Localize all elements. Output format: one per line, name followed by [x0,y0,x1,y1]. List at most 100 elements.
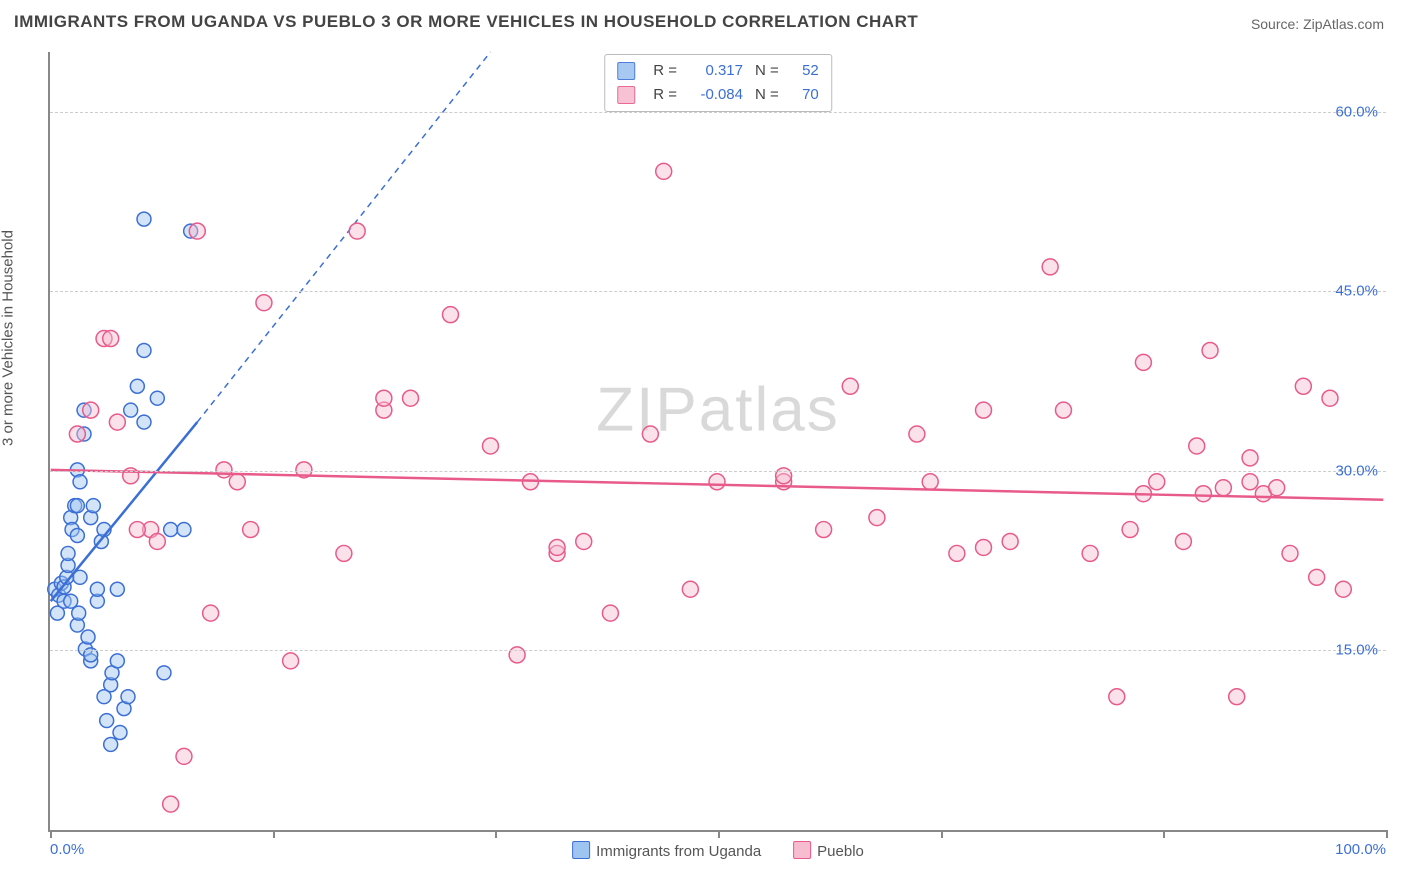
x-tick [1163,830,1165,838]
data-point-pueblo [509,647,525,663]
x-tick-label: 0.0% [50,841,84,858]
data-point-pueblo [682,581,698,597]
stats-n-label: N = [755,83,779,107]
data-point-pueblo [1295,378,1311,394]
data-point-pueblo [642,426,658,442]
data-point-uganda [137,343,151,357]
data-point-pueblo [336,545,352,561]
chart-svg [50,52,1386,830]
data-point-pueblo [1309,569,1325,585]
data-point-pueblo [869,510,885,526]
data-point-pueblo [1269,480,1285,496]
data-point-pueblo [243,522,259,538]
legend-item-pueblo: Pueblo [793,841,864,860]
data-point-pueblo [256,295,272,311]
stats-n-label: N = [755,59,779,83]
data-point-pueblo [283,653,299,669]
data-point-pueblo [1055,402,1071,418]
y-tick-label: 30.0% [1335,462,1378,479]
legend-item-uganda: Immigrants from Uganda [572,841,761,860]
y-tick-label: 60.0% [1335,103,1378,120]
legend-label-pueblo: Pueblo [817,843,864,860]
trend-line-dashed-uganda [197,52,490,422]
data-point-pueblo [103,331,119,347]
data-point-pueblo [203,605,219,621]
legend-bottom: Immigrants from Uganda Pueblo [572,841,864,860]
data-point-uganda [164,523,178,537]
data-point-pueblo [176,748,192,764]
y-tick-label: 15.0% [1335,642,1378,659]
data-point-uganda [61,546,75,560]
data-point-uganda [137,212,151,226]
data-point-uganda [110,582,124,596]
x-tick [941,830,943,838]
stats-row-pueblo: R =-0.084N =70 [617,83,819,107]
swatch-pueblo-icon [617,86,635,104]
data-point-pueblo [443,307,459,323]
data-point-pueblo [1335,581,1351,597]
x-tick [718,830,720,838]
legend-label-uganda: Immigrants from Uganda [596,843,761,860]
data-point-uganda [70,529,84,543]
data-point-pueblo [922,474,938,490]
data-point-pueblo [1109,689,1125,705]
x-tick-label: 100.0% [1335,841,1386,858]
y-axis-label: 3 or more Vehicles in Household [0,230,17,446]
data-point-uganda [150,391,164,405]
gridline [50,112,1386,113]
correlation-stats-box: R =0.317N =52R =-0.084N =70 [604,54,832,112]
x-tick [495,830,497,838]
data-point-pueblo [1195,486,1211,502]
x-tick [50,830,52,838]
data-point-pueblo [1189,438,1205,454]
data-point-pueblo [109,414,125,430]
data-point-uganda [100,714,114,728]
swatch-uganda-icon [617,62,635,80]
data-point-uganda [137,415,151,429]
gridline [50,471,1386,472]
stats-n-value-uganda: 52 [791,59,819,83]
data-point-pueblo [1042,259,1058,275]
data-point-pueblo [909,426,925,442]
data-point-uganda [110,654,124,668]
chart-source: Source: ZipAtlas.com [1251,16,1384,32]
data-point-pueblo [1215,480,1231,496]
data-point-pueblo [1122,522,1138,538]
data-point-pueblo [1135,354,1151,370]
data-point-uganda [157,666,171,680]
legend-swatch-pueblo-icon [793,841,811,859]
data-point-pueblo [1322,390,1338,406]
data-point-pueblo [602,605,618,621]
data-point-uganda [72,606,86,620]
data-point-pueblo [1242,474,1258,490]
data-point-pueblo [709,474,725,490]
data-point-pueblo [842,378,858,394]
data-point-pueblo [816,522,832,538]
data-point-pueblo [229,474,245,490]
data-point-pueblo [403,390,419,406]
legend-swatch-uganda-icon [572,841,590,859]
data-point-pueblo [949,545,965,561]
data-point-uganda [73,475,87,489]
data-point-pueblo [656,163,672,179]
data-point-pueblo [1149,474,1165,490]
data-point-pueblo [83,402,99,418]
data-point-pueblo [376,390,392,406]
gridline [50,650,1386,651]
data-point-pueblo [549,539,565,555]
data-point-pueblo [482,438,498,454]
data-point-uganda [113,726,127,740]
data-point-pueblo [149,534,165,550]
stats-r-value-pueblo: -0.084 [689,83,743,107]
data-point-pueblo [69,426,85,442]
stats-n-value-pueblo: 70 [791,83,819,107]
data-point-pueblo [163,796,179,812]
data-point-uganda [130,379,144,393]
data-point-pueblo [1282,545,1298,561]
chart-title: IMMIGRANTS FROM UGANDA VS PUEBLO 3 OR MO… [14,12,918,32]
data-point-uganda [86,499,100,513]
data-point-uganda [90,582,104,596]
data-point-pueblo [976,402,992,418]
y-tick-label: 45.0% [1335,283,1378,300]
data-point-pueblo [1002,534,1018,550]
